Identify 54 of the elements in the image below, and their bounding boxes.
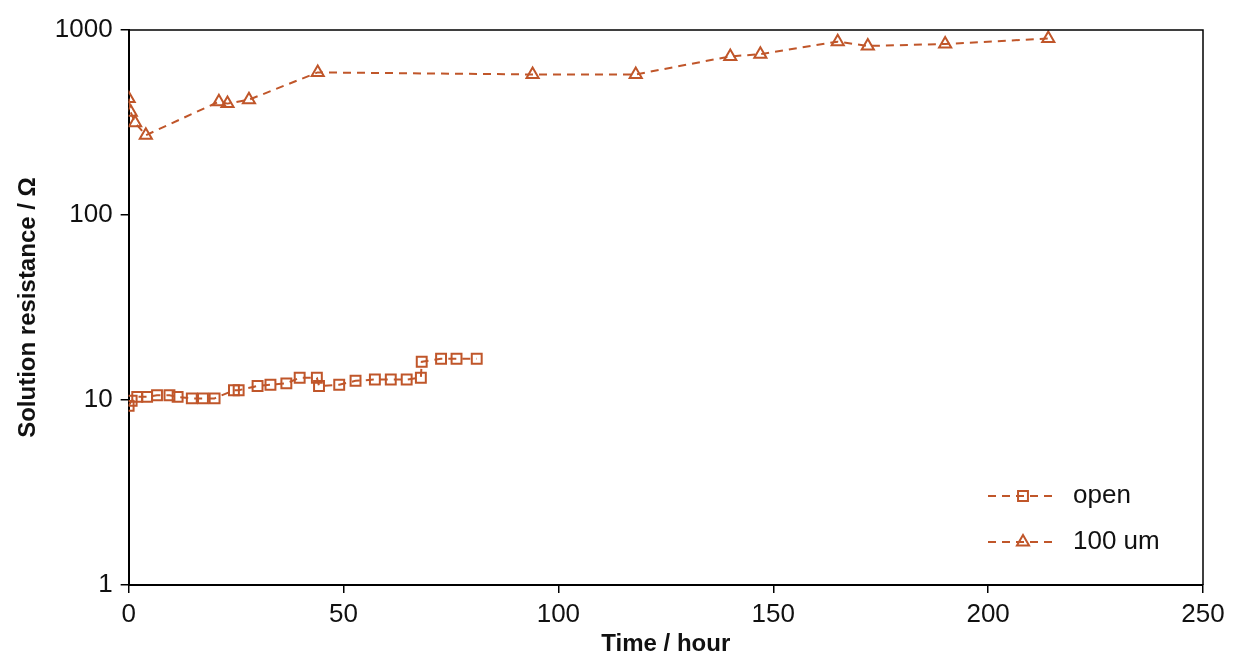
point xyxy=(753,46,768,59)
point xyxy=(227,384,240,397)
point xyxy=(310,371,323,384)
x-tick-label: 50 xyxy=(329,597,358,628)
point xyxy=(860,37,875,51)
point xyxy=(197,392,209,405)
point xyxy=(128,114,143,128)
point xyxy=(938,36,953,49)
point xyxy=(313,380,325,392)
point xyxy=(470,352,483,365)
point xyxy=(163,389,176,402)
y-tick-label: 1000 xyxy=(54,13,113,44)
point xyxy=(241,91,257,105)
point xyxy=(368,373,381,386)
point xyxy=(171,390,184,403)
point xyxy=(138,127,153,140)
point xyxy=(628,66,643,79)
point xyxy=(251,380,264,392)
point xyxy=(400,373,413,386)
y-tick-label: 10 xyxy=(83,383,113,414)
point xyxy=(723,48,738,61)
point xyxy=(208,392,221,405)
x-tick-label: 250 xyxy=(1181,597,1225,628)
point xyxy=(280,377,293,390)
legend-label: 100 um xyxy=(1073,525,1160,556)
point xyxy=(830,33,845,47)
point xyxy=(384,373,397,386)
y-tick-label: 1 xyxy=(98,568,113,599)
point xyxy=(525,66,540,79)
point xyxy=(293,371,306,384)
point xyxy=(435,352,448,365)
x-tick-label: 0 xyxy=(121,597,136,628)
point xyxy=(310,64,325,77)
point xyxy=(349,374,362,387)
point xyxy=(415,355,428,368)
point xyxy=(414,371,427,384)
point xyxy=(1041,30,1056,43)
point xyxy=(264,378,277,391)
point xyxy=(151,389,163,402)
x-tick-label: 150 xyxy=(751,597,795,628)
point xyxy=(333,378,346,391)
point xyxy=(232,384,245,397)
x-axis-title: Time / hour xyxy=(601,629,731,657)
legend-label: open xyxy=(1073,479,1131,510)
x-tick-label: 200 xyxy=(966,597,1010,628)
y-tick-label: 100 xyxy=(69,198,113,229)
point xyxy=(141,390,154,403)
y-axis-title: Solution resistance / Ω xyxy=(13,177,41,438)
point xyxy=(220,95,235,109)
x-tick-label: 100 xyxy=(536,597,581,628)
point xyxy=(211,93,226,107)
point xyxy=(185,392,198,405)
point xyxy=(131,390,144,403)
point xyxy=(450,352,463,365)
